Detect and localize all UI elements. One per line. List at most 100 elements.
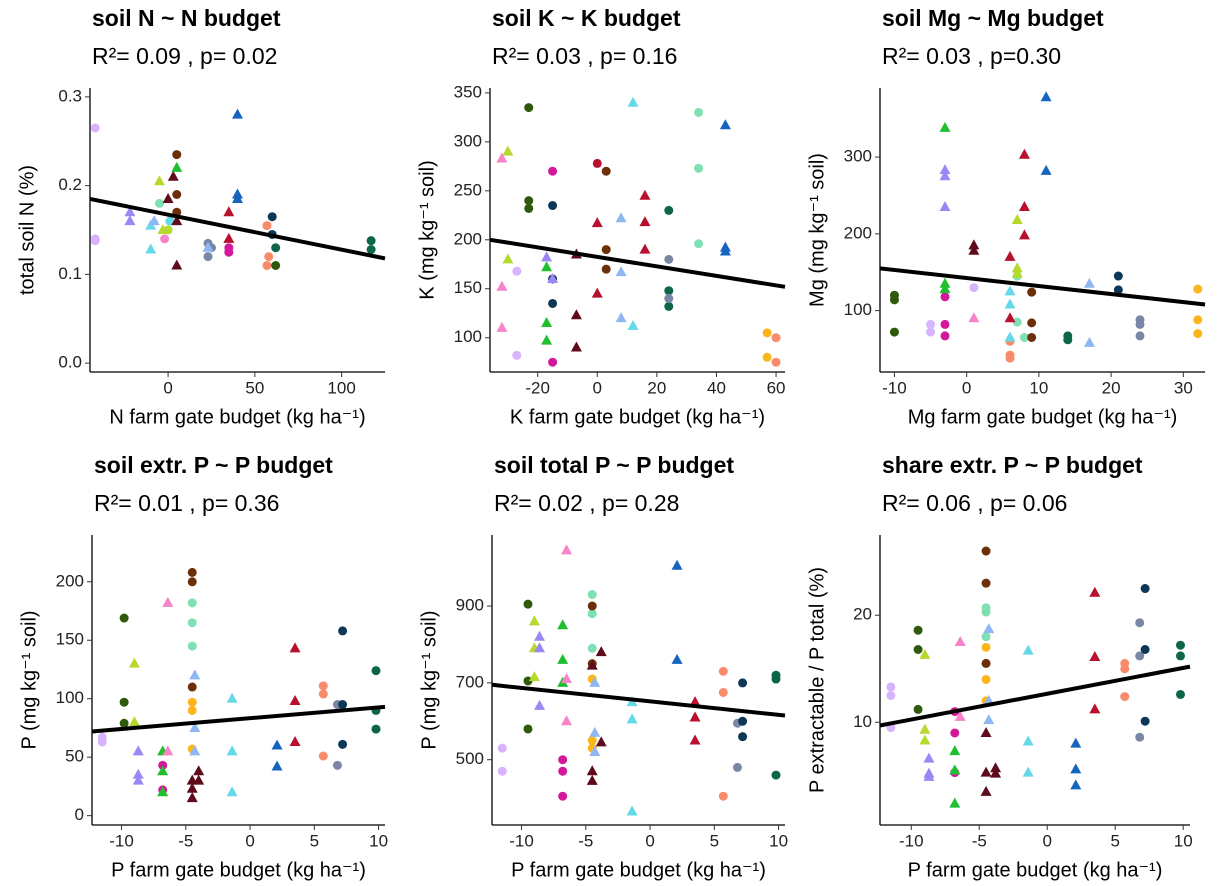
point (189, 721, 201, 732)
point (718, 666, 728, 676)
point (1027, 287, 1037, 297)
y-axis-label: K (mg kg⁻¹ soil) (416, 160, 438, 299)
point (132, 774, 144, 785)
point (738, 716, 748, 726)
point (587, 590, 597, 600)
point (160, 234, 170, 244)
point (587, 609, 597, 619)
point (226, 745, 238, 756)
point (570, 341, 582, 352)
point (528, 615, 540, 626)
point (940, 292, 950, 302)
point (1011, 214, 1023, 225)
point (558, 755, 568, 765)
point (1175, 640, 1185, 650)
point (601, 264, 611, 274)
point (639, 216, 651, 227)
point (981, 674, 991, 684)
point (224, 247, 234, 257)
point (1019, 332, 1029, 342)
chart-title: soil Mg ~ Mg budget (882, 5, 1104, 31)
point (587, 643, 597, 653)
point (202, 241, 214, 252)
point (980, 766, 992, 777)
point (954, 710, 966, 721)
point (289, 642, 301, 653)
point (119, 718, 129, 728)
y-tick-label: 0.1 (58, 264, 82, 283)
x-tick-label: 10 (769, 831, 788, 850)
point (919, 648, 931, 659)
point (1018, 200, 1030, 211)
point (591, 217, 603, 228)
point (1005, 353, 1015, 363)
point (1004, 312, 1016, 323)
point (271, 760, 283, 771)
point (981, 632, 991, 642)
point (548, 357, 558, 367)
point (271, 243, 281, 253)
x-tick-label: 50 (245, 378, 264, 397)
point (561, 673, 573, 684)
x-tick-label: 0 (645, 831, 654, 850)
point (968, 239, 980, 250)
point (534, 630, 546, 641)
point (762, 328, 772, 338)
point (689, 734, 701, 745)
point (187, 577, 197, 587)
point (949, 745, 961, 756)
point (502, 145, 514, 156)
point (627, 96, 639, 107)
chart-subtitle: R²= 0.02 , p= 0.28 (494, 490, 679, 516)
point (548, 166, 558, 176)
point (558, 766, 568, 776)
x-tick-label: -10 (509, 831, 534, 850)
point (1070, 779, 1082, 790)
point (738, 678, 748, 688)
point (172, 150, 182, 160)
y-tick-label: 700 (456, 672, 484, 691)
y-tick-label: 500 (456, 749, 484, 768)
point (338, 626, 348, 636)
point (1004, 250, 1016, 261)
point (1113, 271, 1123, 281)
point (587, 735, 597, 745)
point (124, 206, 136, 217)
x-tick-label: 5 (310, 831, 319, 850)
point (592, 158, 602, 168)
point (940, 319, 950, 329)
point (557, 619, 569, 630)
point (589, 746, 601, 757)
point (1070, 737, 1082, 748)
point (318, 681, 328, 691)
x-tick-label: 5 (1110, 831, 1119, 850)
point (615, 312, 627, 323)
point (189, 669, 201, 680)
chart-subtitle: R²= 0.09 , p= 0.02 (92, 43, 277, 69)
point (1018, 229, 1030, 240)
chart-title: share extr. P ~ P budget (882, 452, 1143, 478)
point (886, 682, 896, 692)
point (771, 333, 781, 343)
point (968, 312, 980, 323)
point (262, 221, 272, 231)
point (886, 691, 896, 701)
point (186, 792, 198, 803)
point (1022, 766, 1034, 777)
point (1040, 91, 1052, 102)
x-tick-label: 20 (647, 378, 666, 397)
point (949, 797, 961, 808)
point (664, 254, 674, 264)
point (162, 596, 174, 607)
point (771, 357, 781, 367)
point (97, 737, 107, 747)
point (626, 805, 638, 816)
point (1193, 329, 1203, 339)
point (534, 699, 546, 710)
point (226, 692, 238, 703)
point (889, 295, 899, 305)
point (267, 212, 277, 222)
panel: soil total P ~ P budget R²= 0.02 , p= 0.2… (418, 452, 788, 881)
point (1089, 650, 1101, 661)
x-axis-label: Mg farm gate budget (kg ha⁻¹) (908, 406, 1178, 428)
